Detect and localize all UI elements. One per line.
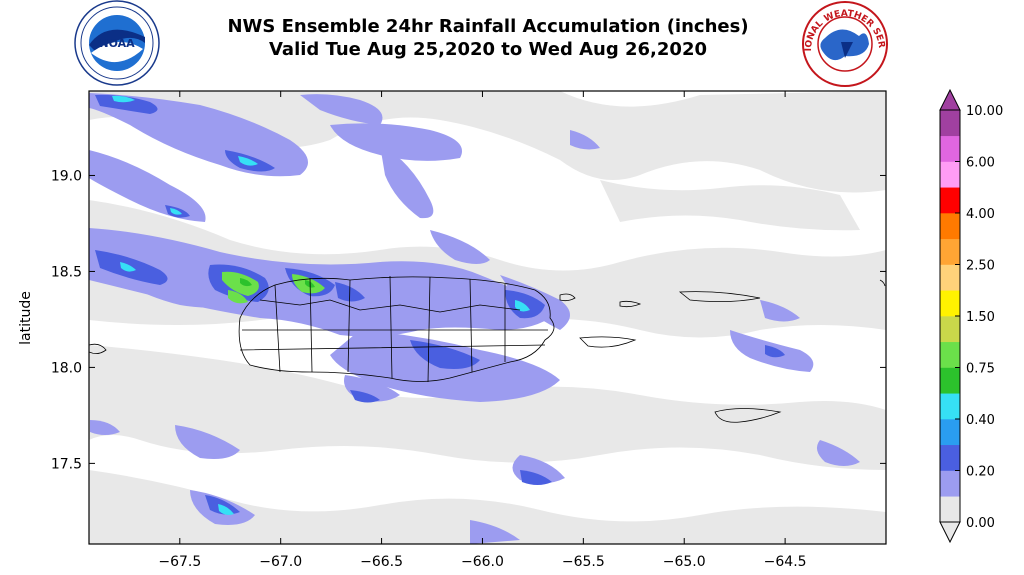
y-axis: 17.5 18.0 18.5 19.0 xyxy=(51,168,886,472)
x-tick-label: −67.5 xyxy=(158,554,201,570)
colorbar-swatch xyxy=(940,110,960,137)
colorbar-label: 2.50 xyxy=(966,259,995,274)
colorbar-extend-max xyxy=(939,88,961,111)
x-tick-label: −66.5 xyxy=(360,554,403,570)
svg-text:NOAA: NOAA xyxy=(99,37,135,50)
x-tick-label: −65.0 xyxy=(663,554,706,570)
colorbar: 0.00 0.20 0.40 0.75 1.50 2.50 4.00 6.00 10.00 xyxy=(939,88,1003,544)
colorbar-swatch xyxy=(940,419,960,446)
colorbar-label: 4.00 xyxy=(966,207,995,222)
map-plot-area xyxy=(89,91,886,544)
y-tick-label: 17.5 xyxy=(51,456,82,472)
rain-field-trace xyxy=(89,91,886,544)
colorbar-label: 0.40 xyxy=(966,413,995,428)
colorbar-label: 0.00 xyxy=(966,516,995,531)
y-tick-label: 18.0 xyxy=(51,360,82,376)
colorbar-label: 0.75 xyxy=(966,362,995,377)
national-weather-service-logo: NATIONAL WEATHER SERVICE xyxy=(802,1,888,87)
colorbar-swatch xyxy=(940,470,960,497)
colorbar-label: 0.20 xyxy=(966,465,995,480)
x-axis: −67.5 −67.0 −66.5 −66.0 −65.5 −65.0 −64.5 xyxy=(158,91,807,570)
y-tick-label: 19.0 xyxy=(51,168,82,184)
colorbar-swatch xyxy=(940,316,960,343)
colorbar-swatch xyxy=(940,290,960,317)
map-frame xyxy=(88,90,887,545)
colorbar-label: 10.00 xyxy=(966,104,1003,119)
colorbar-swatch xyxy=(940,367,960,394)
x-tick-label: −65.5 xyxy=(562,554,605,570)
x-tick-label: −66.0 xyxy=(461,554,504,570)
noaa-logo: NOAA xyxy=(74,0,160,86)
colorbar-swatch xyxy=(940,187,960,214)
colorbar-swatch xyxy=(940,213,960,240)
y-axis-label: latitude xyxy=(18,291,34,345)
colorbar-label: 6.00 xyxy=(966,156,995,171)
figure-title-line2: Valid Tue Aug 25,2020 to Wed Aug 26,2020 xyxy=(269,39,707,60)
rain-field-heavy xyxy=(112,95,530,515)
x-tick-label: −67.0 xyxy=(259,554,302,570)
figure-title-line1: NWS Ensemble 24hr Rainfall Accumulation … xyxy=(227,16,748,37)
colorbar-swatch xyxy=(940,496,960,523)
puerto-rico-outline xyxy=(89,275,886,423)
colorbar-label: 1.50 xyxy=(966,310,995,325)
colorbar-extend-min xyxy=(939,521,961,544)
x-tick-label: −64.5 xyxy=(764,554,807,570)
colorbar-swatch xyxy=(940,238,960,265)
colorbar-swatch xyxy=(940,161,960,188)
colorbar-swatch xyxy=(940,341,960,368)
colorbar-swatch xyxy=(940,135,960,162)
colorbar-swatch xyxy=(940,264,960,291)
colorbar-swatch xyxy=(940,393,960,420)
y-tick-label: 18.5 xyxy=(51,264,82,280)
colorbar-swatch xyxy=(940,444,960,471)
